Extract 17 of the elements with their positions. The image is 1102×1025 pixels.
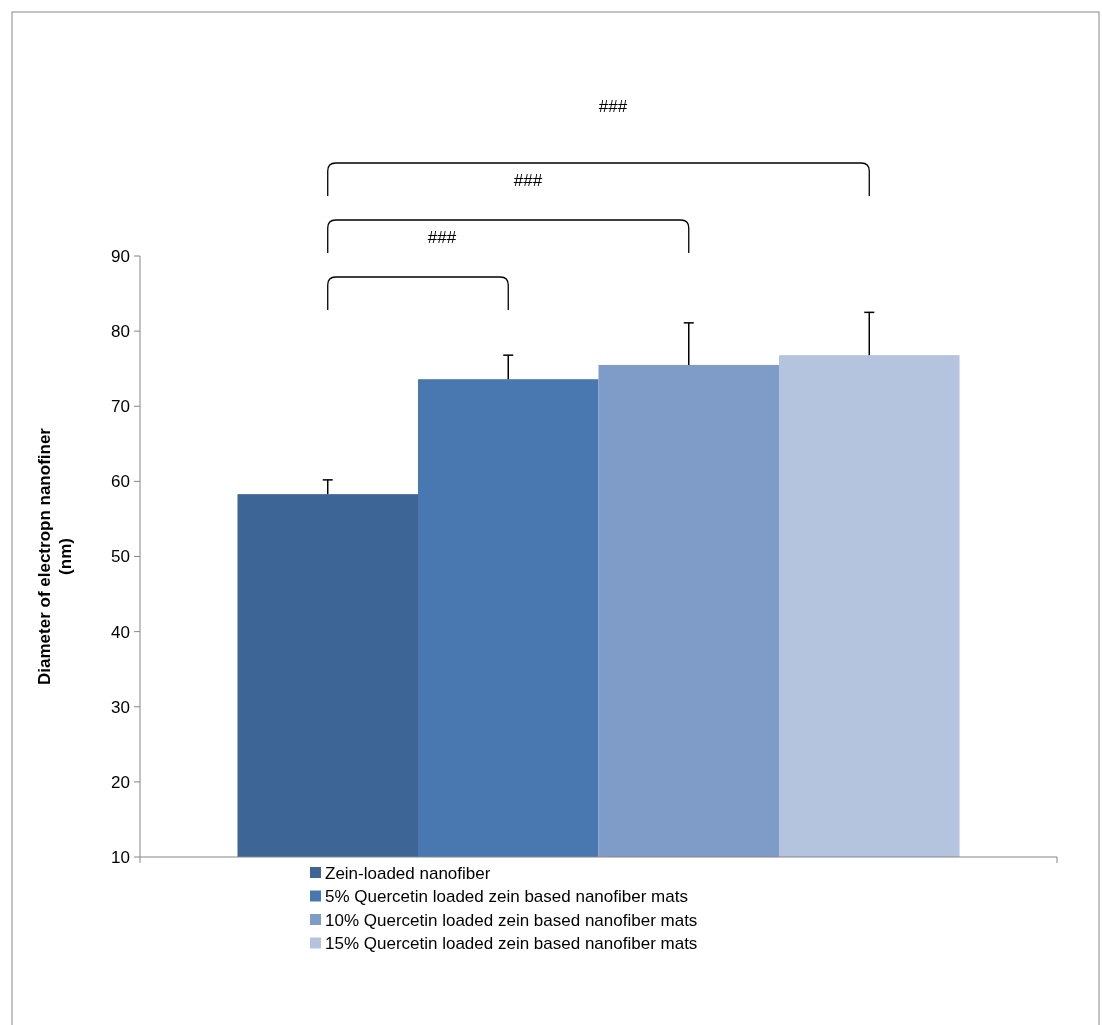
legend-label: Zein-loaded nanofiber [325, 863, 491, 883]
y-tick-label: 90 [111, 246, 130, 266]
legend-label: 15% Quercetin loaded zein based nanofiber mats [325, 934, 698, 954]
y-tick-label: 40 [111, 622, 130, 642]
text: ### [598, 96, 628, 116]
y-tick-label: 10 [111, 847, 130, 867]
legend-label: 5% Quercetin loaded zein based nanofiber mats [325, 887, 688, 907]
y-tick-label: 20 [111, 772, 130, 792]
text: ### [427, 227, 457, 247]
y-tick-label: 50 [111, 547, 130, 567]
y-tick-label: 80 [111, 322, 130, 342]
y-tick-label: 70 [111, 397, 130, 417]
y-tick-label: 60 [111, 472, 130, 492]
text: ### [513, 170, 543, 190]
y-axis-title: Diameter of electropn nanofiner (nm) [35, 427, 75, 685]
legend-label: 10% Quercetin loaded zein based nanofiber mats [325, 910, 698, 930]
y-tick-label: 30 [111, 697, 130, 717]
